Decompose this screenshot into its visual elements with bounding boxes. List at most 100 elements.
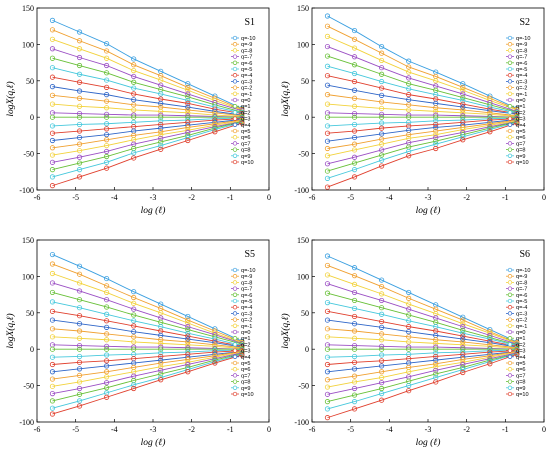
data-point: [104, 77, 110, 83]
data-point: [324, 346, 331, 352]
series-line: [52, 291, 243, 345]
data-point: [324, 73, 331, 79]
data-point: [324, 354, 331, 360]
data-point: [158, 337, 164, 343]
legend-swatch-marker: [232, 342, 238, 347]
series-line: [52, 121, 243, 171]
x-tick-label: -1: [502, 425, 509, 434]
data-point: [378, 283, 385, 290]
data-point: [212, 114, 218, 120]
y-tick-label: 100: [297, 272, 309, 281]
data-point: [460, 330, 466, 336]
data-point: [158, 346, 164, 352]
legend-entry: q=-1: [516, 92, 527, 98]
legend-entry: q=7: [241, 141, 251, 147]
data-point: [104, 283, 110, 289]
panel-title: S2: [519, 17, 530, 28]
legend-entry: q=-4: [516, 73, 527, 79]
series-line: [327, 84, 517, 115]
data-point: [49, 299, 56, 305]
data-point: [158, 114, 164, 120]
legend-entry: q=9: [241, 154, 251, 160]
data-point: [324, 361, 331, 368]
x-tick-label: -5: [72, 425, 79, 434]
data-point: [433, 118, 439, 124]
data-point: [76, 29, 83, 35]
data-point: [433, 121, 439, 128]
series-q=-10: [324, 253, 520, 345]
data-point: [76, 346, 83, 352]
data-point: [433, 138, 439, 144]
legend-entry: q=4: [241, 355, 251, 361]
legend-swatch-marker: [232, 391, 238, 397]
series-line: [52, 353, 243, 409]
data-point: [104, 289, 110, 296]
data-point: [76, 313, 83, 319]
data-point: [460, 81, 466, 87]
data-point: [76, 154, 83, 160]
series-line: [52, 301, 243, 346]
data-point: [406, 64, 412, 70]
data-point: [131, 102, 137, 108]
data-point: [324, 415, 331, 421]
data-point: [324, 406, 331, 412]
chart-panel-s5: -6 -5 -4 -3 -2 -1 0 -100 -50 0 50 100 150 log (ℓ) logX…: [5, 236, 271, 448]
legend-swatch-marker: [507, 391, 513, 397]
y-tick-label: 100: [22, 40, 34, 49]
data-point: [487, 361, 493, 367]
data-point: [324, 23, 331, 29]
legend-swatch-marker: [507, 373, 513, 378]
data-point: [76, 79, 83, 85]
data-point: [378, 85, 385, 91]
panel-title: S1: [244, 17, 255, 28]
data-point: [406, 58, 412, 64]
data-point: [76, 114, 83, 120]
series-q=1: [49, 346, 245, 352]
data-point: [104, 374, 110, 380]
series-line: [327, 35, 518, 111]
data-point: [185, 317, 191, 323]
x-tick-label: 0: [542, 425, 546, 434]
legend-entry: q=8: [516, 148, 526, 154]
data-point: [351, 45, 358, 51]
legend-swatch-marker: [232, 280, 238, 285]
data-point: [49, 361, 56, 368]
series-line: [52, 344, 242, 350]
legend-swatch-marker: [232, 305, 238, 310]
series-q=-8: [49, 270, 245, 346]
data-point: [433, 124, 439, 130]
data-point: [185, 326, 191, 333]
y-tick-label: 0: [30, 113, 34, 122]
x-tick-label: -4: [111, 425, 118, 434]
data-point: [460, 339, 466, 345]
data-point: [131, 385, 137, 392]
y-tick-label: 50: [26, 309, 34, 318]
data-point: [76, 160, 83, 166]
data-point: [49, 391, 56, 397]
series-line: [52, 263, 243, 343]
legend-entry: q=6: [241, 135, 251, 141]
data-point: [104, 84, 110, 90]
y-tick-label: 150: [22, 236, 34, 245]
data-point: [185, 119, 191, 125]
data-point: [406, 119, 412, 125]
data-point: [76, 321, 83, 327]
legend-swatch-marker: [507, 128, 513, 134]
legend-entry: q=-8: [241, 280, 252, 286]
series-q=-3: [49, 84, 245, 118]
data-point: [185, 336, 191, 342]
series-q=6: [49, 118, 245, 158]
series-line: [327, 118, 517, 134]
data-point: [76, 391, 83, 397]
data-point: [406, 86, 412, 92]
legend-entry: q=-7: [241, 287, 252, 293]
data-point: [49, 101, 56, 107]
y-tick-label: 0: [305, 113, 309, 122]
series-q=10: [324, 120, 520, 190]
data-point: [76, 342, 83, 349]
legend-entry: q=9: [516, 386, 526, 392]
data-point: [212, 348, 218, 354]
data-point: [131, 289, 137, 295]
series-line: [327, 350, 518, 381]
series-line: [52, 349, 242, 358]
